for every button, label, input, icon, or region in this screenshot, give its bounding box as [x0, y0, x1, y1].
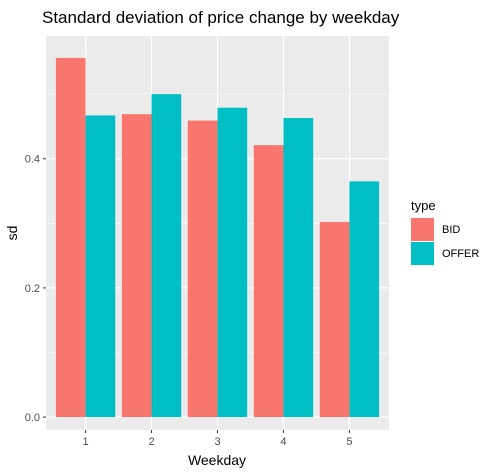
bars: [55, 57, 380, 418]
legend-label-offer: OFFER: [442, 248, 479, 260]
y-axis-title: sd: [4, 226, 20, 241]
bar-offer-2: [151, 94, 182, 418]
y-tick-label: 0.2: [25, 283, 40, 295]
x-tick-label: 5: [346, 436, 352, 448]
bar-bid-1: [55, 57, 86, 418]
y-tick-label: 0.0: [25, 412, 40, 424]
x-tick-label: 3: [214, 436, 220, 448]
bar-bid-4: [253, 145, 284, 418]
legend-title: type: [411, 198, 436, 213]
x-tick-label: 4: [280, 436, 286, 448]
legend-key-bid: [411, 218, 434, 241]
x-tick-label: 2: [148, 436, 154, 448]
bar-offer-1: [85, 115, 116, 418]
legend-key-offer: [411, 242, 434, 265]
legend-label-bid: BID: [442, 224, 460, 236]
bar-bid-3: [187, 120, 218, 418]
x-tick-label: 1: [83, 436, 89, 448]
bar-offer-4: [283, 118, 314, 418]
x-axis-ticks: 1 2 3 4 5: [83, 430, 352, 448]
legend-items: BID OFFER: [411, 218, 479, 265]
chart-title: Standard deviation of price change by we…: [42, 8, 400, 27]
x-axis-title: Weekday: [188, 452, 246, 468]
bar-offer-5: [349, 181, 380, 418]
legend: type BID OFFER: [411, 198, 479, 265]
y-tick-label: 0.4: [25, 154, 40, 166]
y-axis-ticks: 0.0 0.2 0.4: [25, 154, 46, 424]
bar-bid-2: [121, 114, 152, 418]
bar-offer-3: [217, 107, 248, 418]
bar-bid-5: [319, 222, 350, 418]
